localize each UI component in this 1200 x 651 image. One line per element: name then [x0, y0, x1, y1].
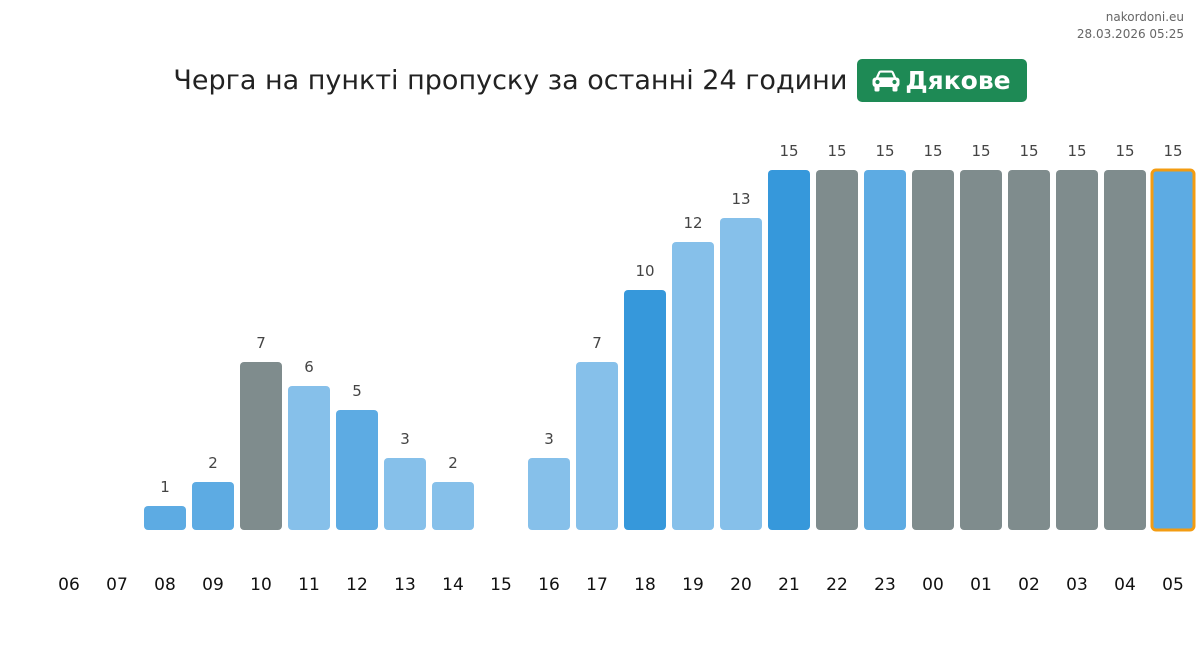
- value-label-21: 15: [779, 142, 798, 160]
- value-label-09: 2: [208, 454, 218, 472]
- bar-05: [1150, 168, 1196, 532]
- hour-label-05: 05: [1162, 575, 1184, 595]
- bar-17: [576, 362, 618, 530]
- checkpoint-badge: Дякове: [857, 59, 1027, 102]
- checkpoint-name: Дякове: [905, 66, 1011, 95]
- hour-label-08: 08: [154, 575, 176, 595]
- value-label-12: 5: [352, 382, 362, 400]
- value-label-11: 6: [304, 358, 314, 376]
- hour-label-19: 19: [682, 575, 704, 595]
- bar-18: [624, 290, 666, 530]
- timestamp: 28.03.2026 05:25: [1076, 27, 1184, 41]
- site-info: nakordoni.eu 28.03.2026 05:25: [1077, 9, 1184, 43]
- value-label-08: 1: [160, 478, 170, 496]
- bar-23: [864, 170, 906, 530]
- bar-20: [720, 218, 762, 530]
- value-label-02: 15: [1019, 142, 1038, 160]
- car-icon: [872, 70, 900, 91]
- hour-label-21: 21: [778, 575, 800, 595]
- bar-02: [1008, 170, 1050, 530]
- value-label-10: 7: [256, 334, 266, 352]
- hour-label-15: 15: [490, 575, 512, 595]
- bar-09: [192, 482, 234, 530]
- value-label-05: 15: [1163, 142, 1182, 160]
- hour-label-18: 18: [634, 575, 656, 595]
- hour-label-10: 10: [250, 575, 272, 595]
- value-label-23: 15: [875, 142, 894, 160]
- hour-label-17: 17: [586, 575, 608, 595]
- bar-16: [528, 458, 570, 530]
- bar-14: [432, 482, 474, 530]
- hour-label-22: 22: [826, 575, 848, 595]
- hour-label-12: 12: [346, 575, 368, 595]
- hour-label-06: 06: [58, 575, 80, 595]
- value-label-13: 3: [400, 430, 410, 448]
- bar-11: [288, 386, 330, 530]
- value-label-00: 15: [923, 142, 942, 160]
- bar-04: [1104, 170, 1146, 530]
- hour-label-16: 16: [538, 575, 560, 595]
- value-label-19: 12: [683, 214, 702, 232]
- bar-12: [336, 410, 378, 530]
- value-label-20: 13: [731, 190, 750, 208]
- chart-header: Черга на пункті пропуску за останні 24 г…: [0, 59, 1200, 102]
- hour-label-07: 07: [106, 575, 128, 595]
- value-label-22: 15: [827, 142, 846, 160]
- hour-label-13: 13: [394, 575, 416, 595]
- site-name: nakordoni.eu: [1105, 10, 1184, 24]
- value-label-17: 7: [592, 334, 602, 352]
- hour-label-02: 02: [1018, 575, 1040, 595]
- bar-22: [816, 170, 858, 530]
- hour-label-23: 23: [874, 575, 896, 595]
- hour-label-04: 04: [1114, 575, 1136, 595]
- chart-title: Черга на пункті пропуску за останні 24 г…: [173, 65, 848, 96]
- bar-21: [768, 170, 810, 530]
- hour-label-01: 01: [970, 575, 992, 595]
- bar-03: [1056, 170, 1098, 530]
- hour-label-11: 11: [298, 575, 320, 595]
- value-label-18: 10: [635, 262, 654, 280]
- hour-label-03: 03: [1066, 575, 1088, 595]
- hour-label-09: 09: [202, 575, 224, 595]
- value-label-14: 2: [448, 454, 458, 472]
- bar-01: [960, 170, 1002, 530]
- hour-label-14: 14: [442, 575, 464, 595]
- hour-label-00: 00: [922, 575, 944, 595]
- bar-10: [240, 362, 282, 530]
- value-label-03: 15: [1067, 142, 1086, 160]
- value-label-04: 15: [1115, 142, 1134, 160]
- bar-13: [384, 458, 426, 530]
- bar-00: [912, 170, 954, 530]
- hour-label-20: 20: [730, 575, 752, 595]
- value-label-16: 3: [544, 430, 554, 448]
- bar-08: [144, 506, 186, 530]
- bar-19: [672, 242, 714, 530]
- value-label-01: 15: [971, 142, 990, 160]
